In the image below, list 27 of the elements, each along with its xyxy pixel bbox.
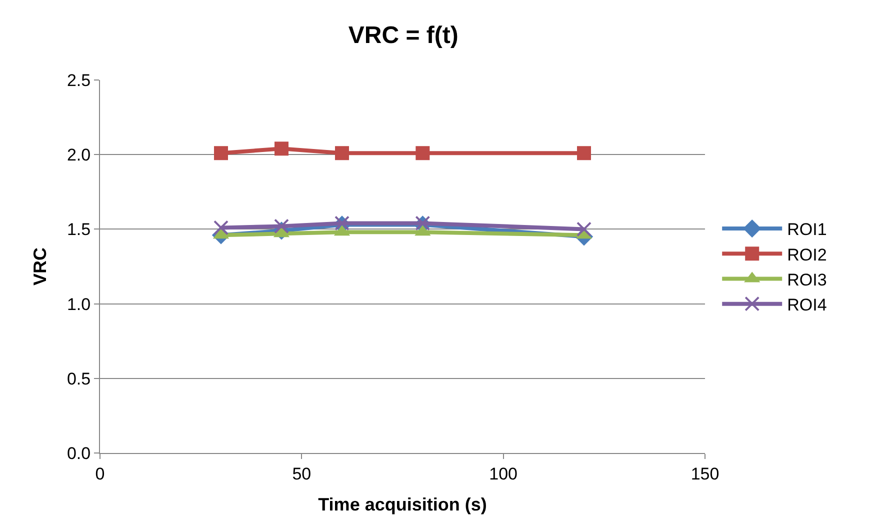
point xyxy=(576,222,592,237)
x-tick-label: 150 xyxy=(690,464,720,484)
y-axis-title: VRC xyxy=(30,247,50,286)
y-tick-label: 0.5 xyxy=(66,369,91,388)
y-tick-label: 2.5 xyxy=(66,70,91,90)
x-axis-title: Time acquisition (s) xyxy=(318,494,487,514)
y-tick-label: 1.0 xyxy=(66,294,91,314)
x-tick-label: 0 xyxy=(95,464,105,484)
x-tick-label: 100 xyxy=(489,464,518,484)
y-tick-label: 1.5 xyxy=(66,220,91,240)
point xyxy=(334,216,350,231)
y-tick-label: 0.0 xyxy=(66,444,91,463)
point xyxy=(415,216,430,231)
legend-label: ROI3 xyxy=(787,270,827,290)
legend-label: ROI2 xyxy=(787,245,827,264)
point xyxy=(214,146,228,160)
point xyxy=(416,146,430,160)
point xyxy=(274,218,289,234)
point xyxy=(274,142,288,156)
legend-label: ROI4 xyxy=(787,295,827,314)
point xyxy=(214,220,228,236)
y-tick-label: 2.0 xyxy=(66,146,91,165)
point xyxy=(577,146,591,160)
point xyxy=(335,146,349,160)
chart-title: VRC = f(t) xyxy=(348,22,458,50)
legend-label: ROI1 xyxy=(787,220,827,240)
x-tick-label: 50 xyxy=(292,464,312,484)
